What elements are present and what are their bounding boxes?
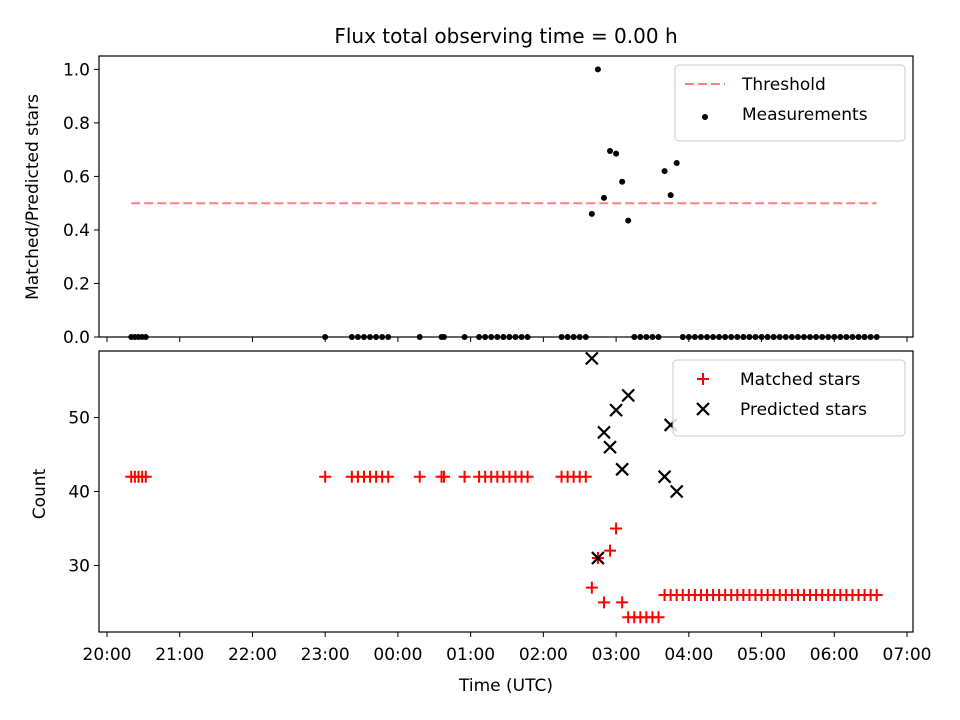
- predicted-star-point: [591, 551, 605, 565]
- y-tick-label: 0.8: [63, 114, 90, 134]
- predicted-star-point: [609, 403, 623, 417]
- predicted-star-point: [585, 351, 599, 366]
- matched-star-point: [597, 596, 610, 609]
- measurement-point: [673, 160, 680, 167]
- x-tick-label: 07:00: [883, 645, 932, 665]
- top-panel: 0.0 0.2 0.4 0.6 0.8 1.0 Threshold Measurements: [63, 55, 914, 348]
- matched-star-point: [585, 581, 598, 594]
- predicted-star-point: [669, 484, 684, 499]
- plot-frame: [98, 55, 914, 338]
- matched-star-point: [579, 470, 592, 483]
- predicted-star-point: [621, 388, 635, 403]
- x-tick-label: 01:00: [446, 645, 495, 665]
- legend-label: Measurements: [742, 105, 868, 125]
- x-tick-label: 00:00: [373, 645, 422, 665]
- y-tick-label: 40: [68, 483, 90, 503]
- measurement-point: [607, 148, 614, 155]
- y-tick-label: 0.2: [63, 274, 90, 294]
- legend-label: Predicted stars: [740, 400, 867, 420]
- legend-label: Matched stars: [740, 370, 860, 390]
- legend-box: [674, 64, 906, 142]
- matched-star-point: [319, 470, 332, 483]
- y-tick-label: 0.4: [63, 221, 90, 241]
- measurement-point: [588, 210, 595, 217]
- x-tick-label: 22:00: [228, 645, 277, 665]
- measurement-point: [625, 217, 632, 224]
- legend-box: [672, 359, 906, 437]
- matched-star-point: [610, 522, 623, 535]
- matched-star-point: [437, 470, 450, 483]
- predicted-star-point: [615, 462, 629, 477]
- chart-title: Flux total observing time = 0.00 h: [334, 24, 677, 48]
- measurement-point: [661, 168, 668, 175]
- predicted-star-point: [603, 440, 617, 454]
- measurement-point: [594, 66, 601, 73]
- plot-frame: [98, 350, 914, 633]
- x-tick-label: 05:00: [737, 645, 786, 665]
- measurement-point: [613, 150, 620, 157]
- y-tick-label: 0.6: [63, 167, 90, 187]
- top-y-axis-label: Matched/Predicted stars: [23, 94, 43, 300]
- x-tick-label: 04:00: [664, 645, 713, 665]
- legend-measurement-swatch: [702, 114, 708, 120]
- y-tick-label: 30: [68, 556, 90, 576]
- legend-matched-swatch: [697, 373, 709, 385]
- x-tick-label: 21:00: [155, 645, 204, 665]
- matched-star-point: [382, 470, 395, 483]
- bottom-panel: 30 40 50 20:00 21:00 22:00 23:00 00:00 01:00 02:0…: [68, 350, 932, 665]
- predicted-star-point: [657, 469, 672, 484]
- measurement-point: [600, 194, 607, 201]
- bottom-y-axis-label: Count: [30, 468, 50, 519]
- legend-predicted-swatch: [696, 402, 710, 416]
- x-axis-label: Time (UTC): [458, 676, 553, 696]
- matched-star-point: [458, 470, 471, 483]
- matched-star-point: [616, 596, 629, 609]
- matched-star-point: [139, 470, 152, 483]
- measurement-point: [667, 192, 674, 199]
- x-tick-label: 23:00: [301, 645, 350, 665]
- matched-star-point: [604, 544, 617, 557]
- x-tick-label: 02:00: [519, 645, 568, 665]
- x-tick-label: 06:00: [810, 645, 859, 665]
- y-tick-label: 0.0: [63, 328, 90, 348]
- matched-star-point: [870, 589, 883, 602]
- legend-label: Threshold: [741, 75, 826, 95]
- y-tick-label: 1.0: [63, 60, 90, 80]
- measurement-point: [619, 178, 626, 185]
- x-tick-label: 20:00: [83, 645, 132, 665]
- x-tick-label: 03:00: [592, 645, 641, 665]
- predicted-star-point: [597, 425, 611, 440]
- matched-star-point: [521, 470, 534, 483]
- matched-star-point: [413, 470, 426, 483]
- matched-star-point: [652, 611, 665, 624]
- y-tick-label: 50: [68, 409, 90, 429]
